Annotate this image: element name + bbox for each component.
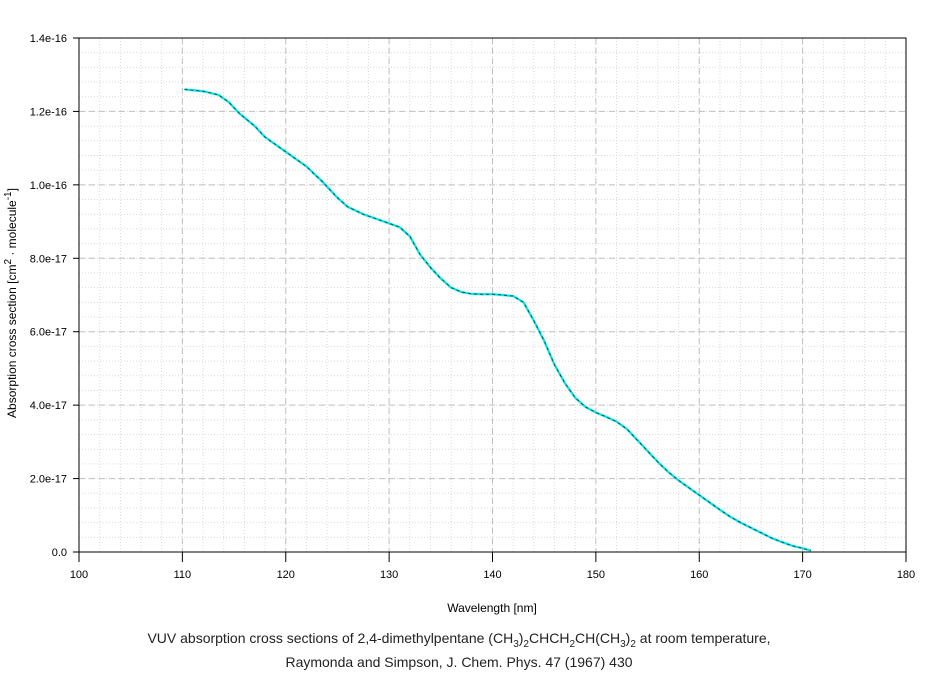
y-axis-label-sup1: 2 [3,259,14,265]
caption-line-2: Raymonda and Simpson, J. Chem. Phys. 47 … [285,654,632,670]
x-tick-label: 160 [690,569,708,581]
x-tick-label: 150 [587,569,605,581]
caption-part: CHCH [529,630,569,646]
x-tick-label: 140 [483,569,501,581]
y-tick-label: 6.0e-17 [30,327,67,339]
caption-part: CH(CH [575,630,620,646]
y-tick-label: 1.4e-16 [30,33,67,45]
x-tick-label: 180 [897,569,915,581]
x-axis-label: Wavelength [nm] [447,601,537,615]
caption-subscript: 3 [513,639,519,650]
x-tick-label: 130 [380,569,398,581]
caption-subscript: 2 [523,639,529,650]
caption-part: at room temperature, [636,630,771,646]
y-axis-label: Absorption cross section [cm2 · molecule… [3,188,19,418]
y-axis: 0.0 2.0e-17 4.0e-17 6.0e-17 8.0e-17 1.0e-16 1.… [30,33,79,559]
x-axis: 100 110 120 130 140 150 160 170 180 [70,552,915,581]
caption-subscript: 3 [620,639,626,650]
caption-line-1: VUV absorption cross sections of 2,4-dim… [147,630,770,650]
y-tick-label: 1.2e-16 [30,106,67,118]
caption-part: ) [519,630,524,646]
series-line-dashes [184,89,812,551]
x-tick-label: 100 [70,569,88,581]
caption-part: VUV absorption cross sections of 2,4-dim… [147,630,513,646]
series-line [184,88,812,552]
caption-subscript: 2 [630,639,636,650]
y-tick-label: 2.0e-17 [30,474,67,486]
caption-subscript: 2 [569,639,575,650]
major-grid [79,38,906,552]
x-tick-label: 120 [277,569,295,581]
y-tick-label: 0.0 [52,547,67,559]
x-tick-label: 170 [793,569,811,581]
series-layer [184,88,812,552]
y-tick-label: 8.0e-17 [30,253,67,265]
y-axis-label-suffix: ] [5,188,19,191]
y-axis-label-prefix: Absorption cross section [cm [5,265,19,418]
x-tick-label: 110 [174,569,192,581]
caption-part: ) [626,630,631,646]
y-axis-label-sup2: -1 [3,191,14,200]
y-axis-label-middle: · molecule [5,200,19,259]
y-tick-label: 4.0e-17 [30,400,67,412]
y-tick-label: 1.0e-16 [30,180,67,192]
